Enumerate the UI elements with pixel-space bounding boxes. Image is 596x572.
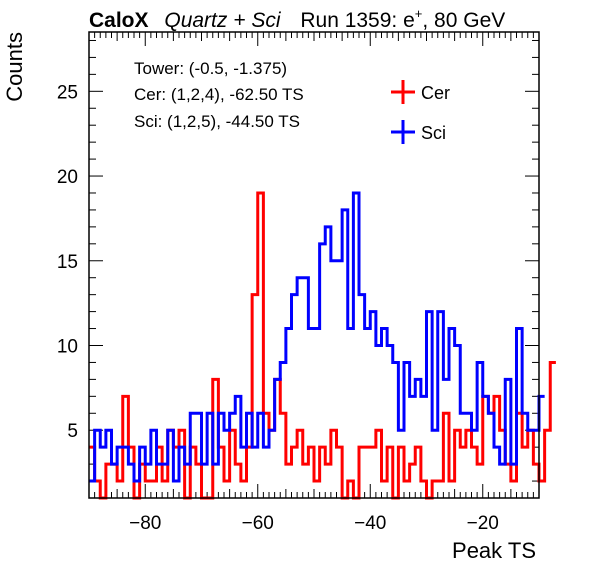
series-layer [89,191,556,500]
info-line-sci: Sci: (1,2,5), -44.50 TS [134,112,300,131]
legend: Cer Sci [391,80,450,144]
info-line-cer: Cer: (1,2,4), -62.50 TS [134,85,304,104]
x-tick-labels: −80 −60 −40 −20 [129,513,499,534]
series-cer-line [89,191,556,500]
plot-frame [88,31,540,499]
y-axis-label: Counts [2,32,27,102]
y-tick-label: 10 [57,336,78,357]
y-tick-label: 15 [57,252,78,273]
x-tick-label: −40 [354,513,386,534]
y-tick-labels: 5 10 15 20 25 [57,82,78,442]
x-axis-label: Peak TS [452,538,536,563]
title-run-superscript: + [415,6,423,21]
title-brand: CaloX [89,9,149,32]
legend-entry-cer: Cer [391,80,450,104]
x-tick-label: −60 [242,513,274,534]
legend-entry-sci: Sci [391,120,446,144]
x-tick-label: −20 [467,513,499,534]
x-tick-label: −80 [129,513,161,534]
chart-title: CaloX Quartz + Sci Run 1359: e+, 80 GeV [89,6,505,32]
info-box-background [118,50,354,145]
legend-cer-label: Cer [421,83,450,103]
series-sci-line [89,191,545,483]
axis-ticks [88,32,540,499]
y-tick-label: 20 [57,167,78,188]
legend-sci-label: Sci [421,123,446,143]
y-tick-label: 5 [67,421,78,442]
title-subtitle: Quartz + Sci [164,9,281,32]
title-run: Run 1359: e [300,9,414,32]
info-box: Tower: (-0.5, -1.375) Cer: (1,2,4), -62.… [118,50,354,145]
y-tick-label: 25 [57,82,78,103]
info-line-tower: Tower: (-0.5, -1.375) [134,59,287,78]
title-run-suffix: , 80 GeV [422,9,505,32]
